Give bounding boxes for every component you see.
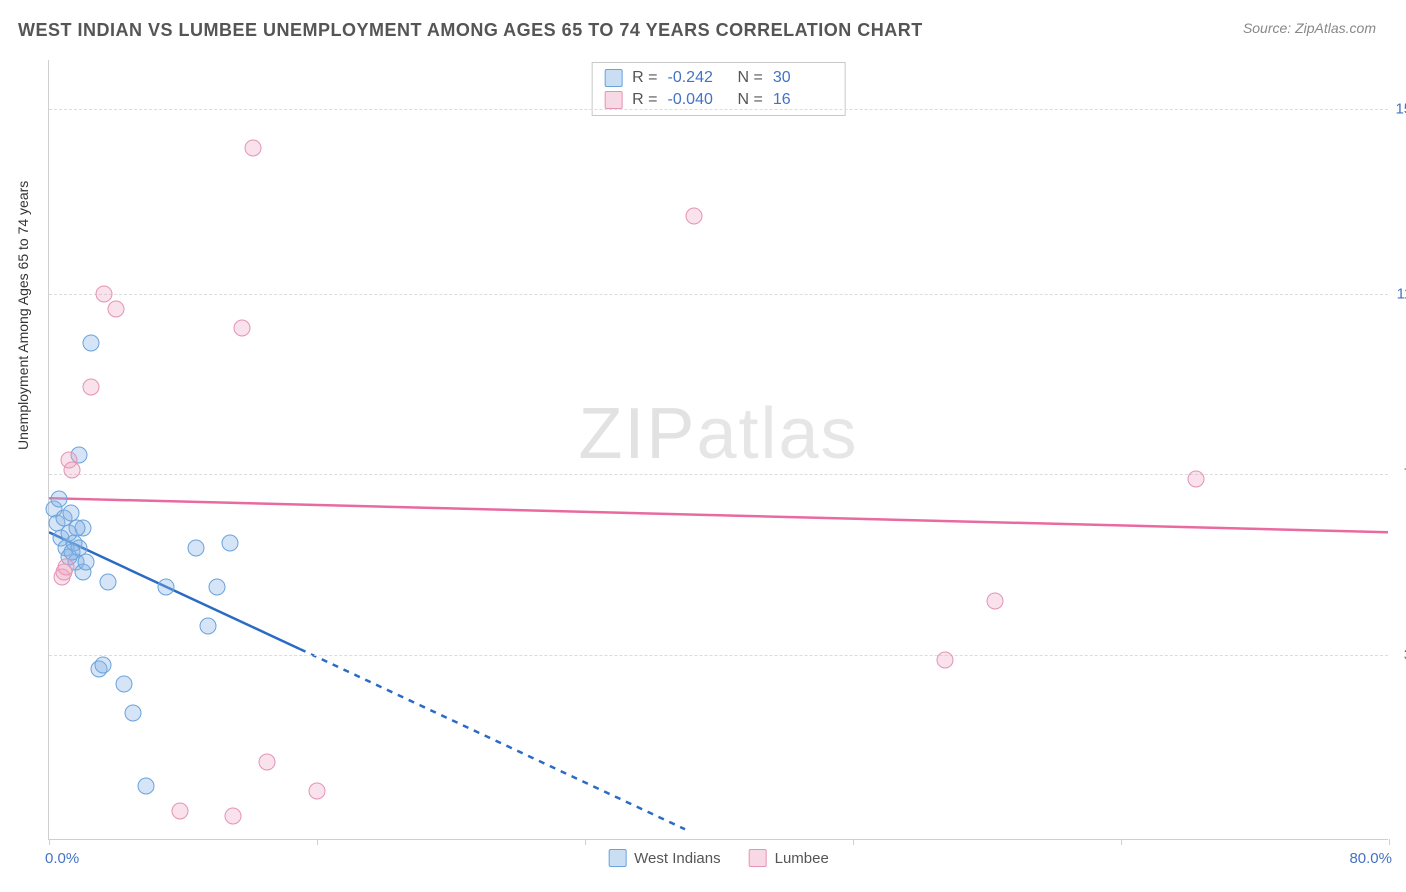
stats-row-series-a: R = -0.242 N = 30 (604, 67, 833, 89)
chart-title: WEST INDIAN VS LUMBEE UNEMPLOYMENT AMONG… (18, 20, 923, 41)
data-point (188, 539, 205, 556)
x-tick (853, 839, 854, 845)
data-point (200, 617, 217, 634)
data-point (51, 490, 68, 507)
y-tick-label: 7.5% (1388, 466, 1406, 483)
data-point (221, 534, 238, 551)
data-point (99, 573, 116, 590)
gridline (49, 474, 1388, 475)
data-point (685, 208, 702, 225)
data-point (245, 139, 262, 156)
data-point (64, 461, 81, 478)
data-point (69, 520, 86, 537)
gridline (49, 294, 1388, 295)
y-axis-label: Unemployment Among Ages 65 to 74 years (15, 181, 31, 450)
data-point (108, 300, 125, 317)
data-point (258, 754, 275, 771)
trendlines-svg (49, 60, 1388, 839)
x-tick (585, 839, 586, 845)
data-point (987, 593, 1004, 610)
data-point (96, 286, 113, 303)
data-point (82, 378, 99, 395)
y-tick-label: 11.2% (1388, 286, 1406, 303)
swatch-icon (604, 91, 622, 109)
x-tick (317, 839, 318, 845)
x-axis-min-label: 0.0% (45, 850, 79, 867)
scatter-plot-area: ZIPatlas R = -0.242 N = 30 R = -0.040 N … (48, 60, 1388, 840)
data-point (94, 656, 111, 673)
data-point (171, 802, 188, 819)
stats-row-series-b: R = -0.040 N = 16 (604, 89, 833, 111)
data-point (225, 807, 242, 824)
data-point (57, 559, 74, 576)
data-point (124, 705, 141, 722)
swatch-icon (608, 849, 626, 867)
x-tick (1121, 839, 1122, 845)
legend-item: West Indians (608, 849, 720, 867)
data-point (116, 676, 133, 693)
x-tick (49, 839, 50, 845)
source-attribution: Source: ZipAtlas.com (1243, 20, 1376, 36)
y-tick-label: 15.0% (1388, 100, 1406, 117)
legend-bottom: West Indians Lumbee (608, 849, 829, 867)
data-point (937, 651, 954, 668)
gridline (49, 109, 1388, 110)
data-point (138, 778, 155, 795)
y-tick-label: 3.8% (1388, 646, 1406, 663)
x-tick (1389, 839, 1390, 845)
swatch-icon (749, 849, 767, 867)
x-axis-max-label: 80.0% (1349, 850, 1392, 867)
data-point (1188, 471, 1205, 488)
chart-header: WEST INDIAN VS LUMBEE UNEMPLOYMENT AMONG… (0, 0, 1406, 51)
data-point (82, 334, 99, 351)
watermark: ZIPatlas (578, 393, 858, 475)
gridline (49, 655, 1388, 656)
data-point (158, 578, 175, 595)
data-point (309, 783, 326, 800)
data-point (233, 320, 250, 337)
swatch-icon (604, 69, 622, 87)
legend-item: Lumbee (749, 849, 829, 867)
data-point (208, 578, 225, 595)
